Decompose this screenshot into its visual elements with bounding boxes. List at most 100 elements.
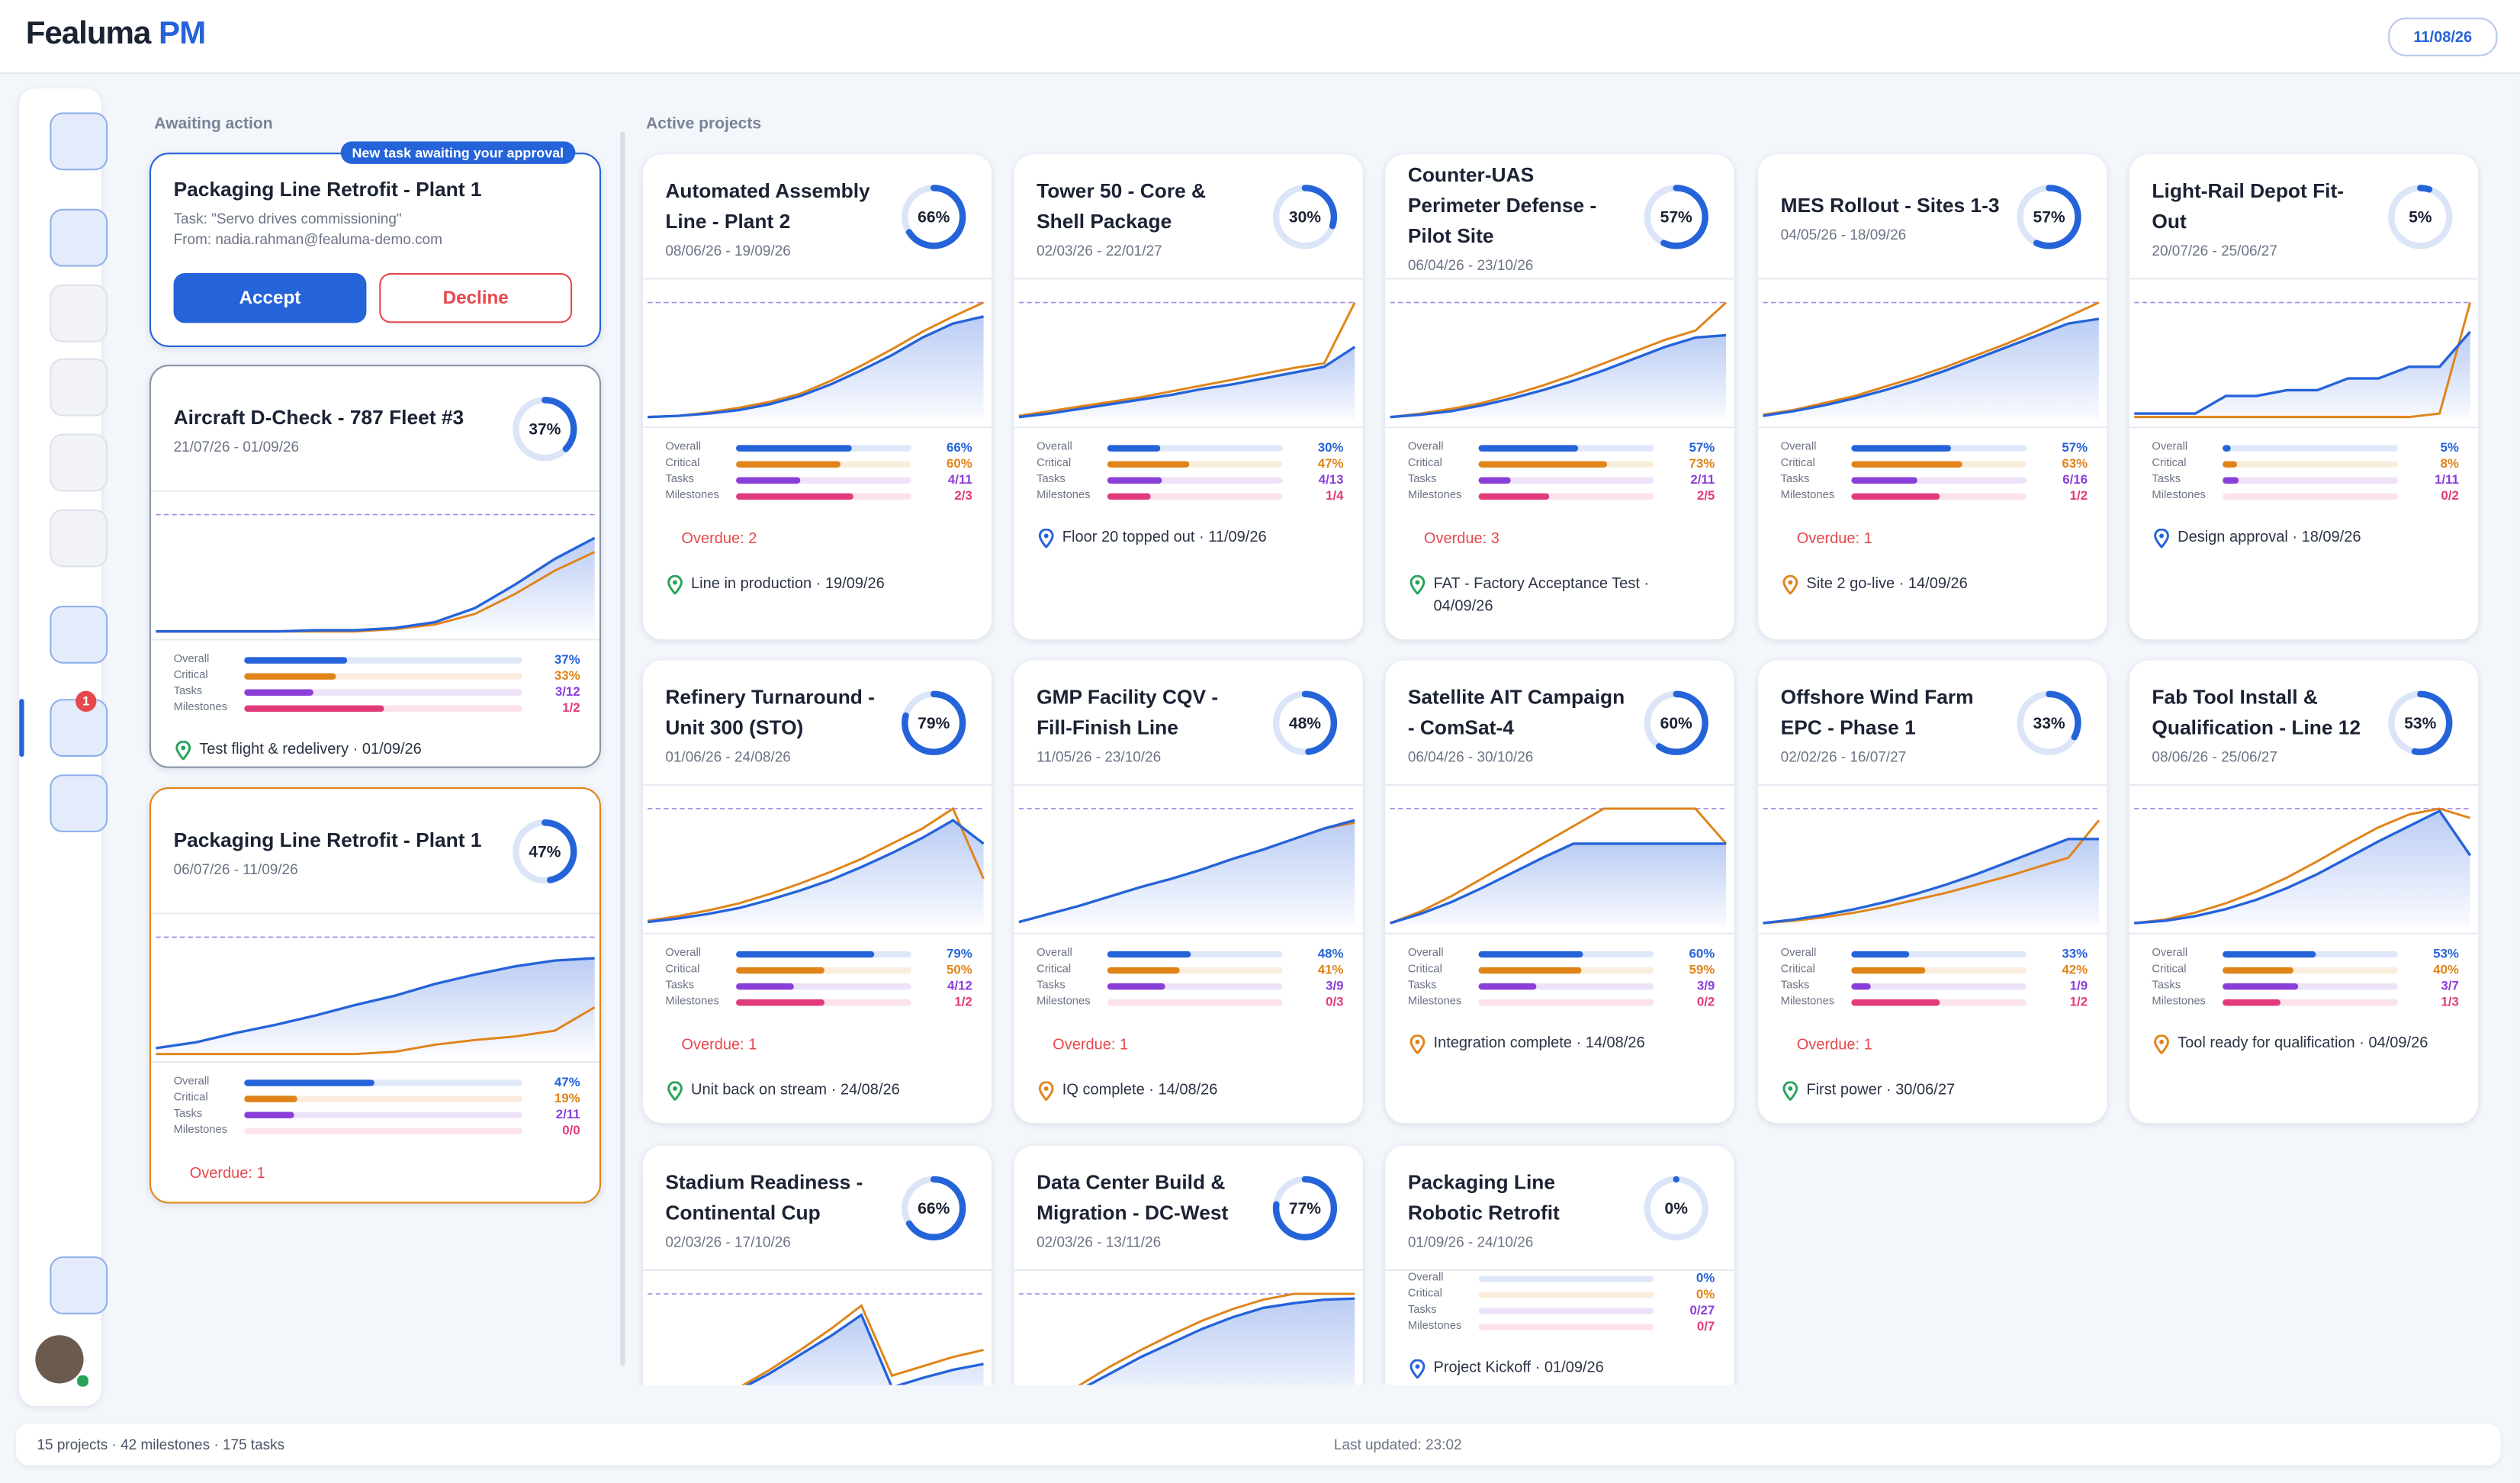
metric-bar <box>1478 493 1549 500</box>
card-title: Fab Tool Install & Qualification - Line … <box>2152 685 2361 738</box>
card-dates: 21/07/26 - 01/09/26 <box>173 438 300 455</box>
metric-value: 5% <box>2440 440 2459 455</box>
metric-value: 0/7 <box>1696 1319 1715 1334</box>
metric-value: 2/11 <box>1690 472 1715 487</box>
nav-documents[interactable] <box>50 606 108 664</box>
sparkline <box>1385 301 1734 429</box>
card-title: Satellite AIT Campaign - ComSat-4 <box>1407 685 1625 738</box>
actual-line <box>156 957 595 1050</box>
metric-track <box>1851 967 2027 974</box>
metric-bar <box>244 1111 295 1118</box>
card-dates: 01/09/26 - 24/10/26 <box>1407 1233 1534 1250</box>
decline-button[interactable]: Decline <box>379 273 573 323</box>
metric-value: 19% <box>554 1091 580 1106</box>
metric-value: 3/12 <box>554 684 580 700</box>
metric-bar <box>1478 983 1538 990</box>
pin-dot <box>2159 533 2164 539</box>
card-header: MES Rollout - Sites 1-3 04/05/26 - 18/09/… <box>1758 154 2107 280</box>
metric-label: Milestones <box>665 996 719 1008</box>
milestone-text: Site 2 go-live · 14/09/26 <box>1806 575 1968 594</box>
progress-ring: 66% <box>902 1176 966 1240</box>
ring-arc <box>2017 185 2081 249</box>
overdue-label: Overdue: 2 <box>681 530 757 548</box>
metric-value: 0/2 <box>1696 994 1715 1009</box>
card-title: Counter-UAS Perimeter Defense - Pilot Si… <box>1407 163 1597 248</box>
actual-line <box>2134 330 2471 415</box>
pin-shape <box>667 575 683 595</box>
metric-label: Tasks <box>173 686 203 698</box>
milestone-pin <box>2154 528 2169 548</box>
metric-value: 2/3 <box>954 488 972 503</box>
pin-dot <box>1043 1086 1049 1091</box>
milestone-text: Integration complete · 14/08/26 <box>1433 1034 1645 1053</box>
milestone-pin <box>667 1081 683 1101</box>
nav-team[interactable] <box>50 774 108 833</box>
project-card: Packaging Line Retrofit - Plant 1 06/07/2… <box>149 787 602 1204</box>
metric-track <box>1478 493 1654 500</box>
nav-tree[interactable] <box>50 284 108 343</box>
milestone-pin <box>1782 1081 1798 1101</box>
top-bar: Fealuma PM 11/08/26 <box>0 0 2520 74</box>
milestone-text: First power · 30/06/27 <box>1806 1081 1956 1099</box>
card-dates: 02/02/26 - 16/07/27 <box>1780 748 1907 764</box>
actual-area <box>1018 346 1355 420</box>
nav-help[interactable] <box>50 1256 108 1314</box>
sparkline <box>151 936 599 1063</box>
milestone-pin <box>1038 528 1054 548</box>
ring-label: 53% <box>2404 715 2436 732</box>
card-header: GMP Facility CQV - Fill-Finish Line 11/05… <box>1014 661 1363 786</box>
project-card: Tower 50 - Core & Shell Package 02/03/26 … <box>1014 154 1363 640</box>
metric-value: 59% <box>1689 962 1715 977</box>
metric-track <box>2223 983 2398 990</box>
pin-dot <box>2159 1039 2164 1044</box>
overdue-label: Overdue: 3 <box>1423 530 1499 548</box>
metric-label: Overall <box>1407 442 1444 453</box>
sparkline <box>1758 301 2107 429</box>
nav-share[interactable] <box>50 509 108 568</box>
card-title: Refinery Turnaround - Unit 300 (STO) <box>665 685 875 738</box>
project-card: Aircraft D-Check - 787 Fleet #3 21/07/26 … <box>149 365 602 768</box>
metric-bar <box>1851 445 1952 452</box>
card-header: Data Center Build & Migration - DC-West 0… <box>1014 1146 1363 1272</box>
metric-track <box>1107 967 1283 974</box>
nav-timeline[interactable] <box>50 358 108 417</box>
metric-label: Critical <box>1037 963 1072 976</box>
card-title: Automated Assembly Line - Plant 2 <box>665 179 870 233</box>
metric-value: 37% <box>554 652 580 668</box>
ring-label: 30% <box>1289 209 1321 227</box>
metric-bar <box>2223 951 2316 958</box>
avatar[interactable] <box>35 1335 84 1384</box>
metric-label: Critical <box>1780 458 1815 470</box>
metric-track <box>1478 999 1654 1006</box>
footer-summary: 15 projects · 42 milestones · 175 tasks <box>37 1436 285 1453</box>
actual-area <box>648 316 984 420</box>
ring-label: 57% <box>2033 209 2065 227</box>
sparkline <box>648 1293 984 1385</box>
progress-ring: 37% <box>513 397 577 462</box>
card-dates: 11/05/26 - 23/10/26 <box>1037 748 1162 764</box>
sparkline <box>1758 808 2107 935</box>
card-heading: Packaging Line Retrofit - Plant 1 06/07/2… <box>174 789 497 914</box>
project-card: Packaging Line Robotic Retrofit 01/09/26 … <box>1385 1145 1734 1385</box>
metric-value: 47% <box>1317 456 1344 471</box>
nav-reports[interactable] <box>50 433 108 492</box>
actual-line <box>156 536 596 633</box>
pin-dot <box>1415 580 1420 585</box>
milestone-text: Unit back on stream · 24/08/26 <box>691 1081 900 1099</box>
nav-badge: 1 <box>76 690 97 713</box>
metric-value: 1/4 <box>1326 488 1344 503</box>
metric-label: Tasks <box>2152 980 2181 992</box>
accept-button[interactable]: Accept <box>173 273 367 323</box>
metric-track <box>736 983 911 990</box>
metric-bar <box>2223 477 2239 484</box>
milestone-text: Tool ready for qualification · 04/09/26 <box>2178 1034 2428 1053</box>
card-heading: Refinery Turnaround - Unit 300 (STO) 01/0… <box>665 661 886 786</box>
card-dates: 02/03/26 - 22/01/27 <box>1037 241 1162 259</box>
nav-workflow[interactable] <box>50 208 108 267</box>
metric-label: Overall <box>173 1076 210 1088</box>
date-pill[interactable]: 11/08/26 <box>2388 18 2498 56</box>
overdue-label: Overdue: 1 <box>1796 530 1872 548</box>
nav-calendar[interactable] <box>50 112 108 171</box>
metric-label: Overall <box>1780 947 1817 960</box>
